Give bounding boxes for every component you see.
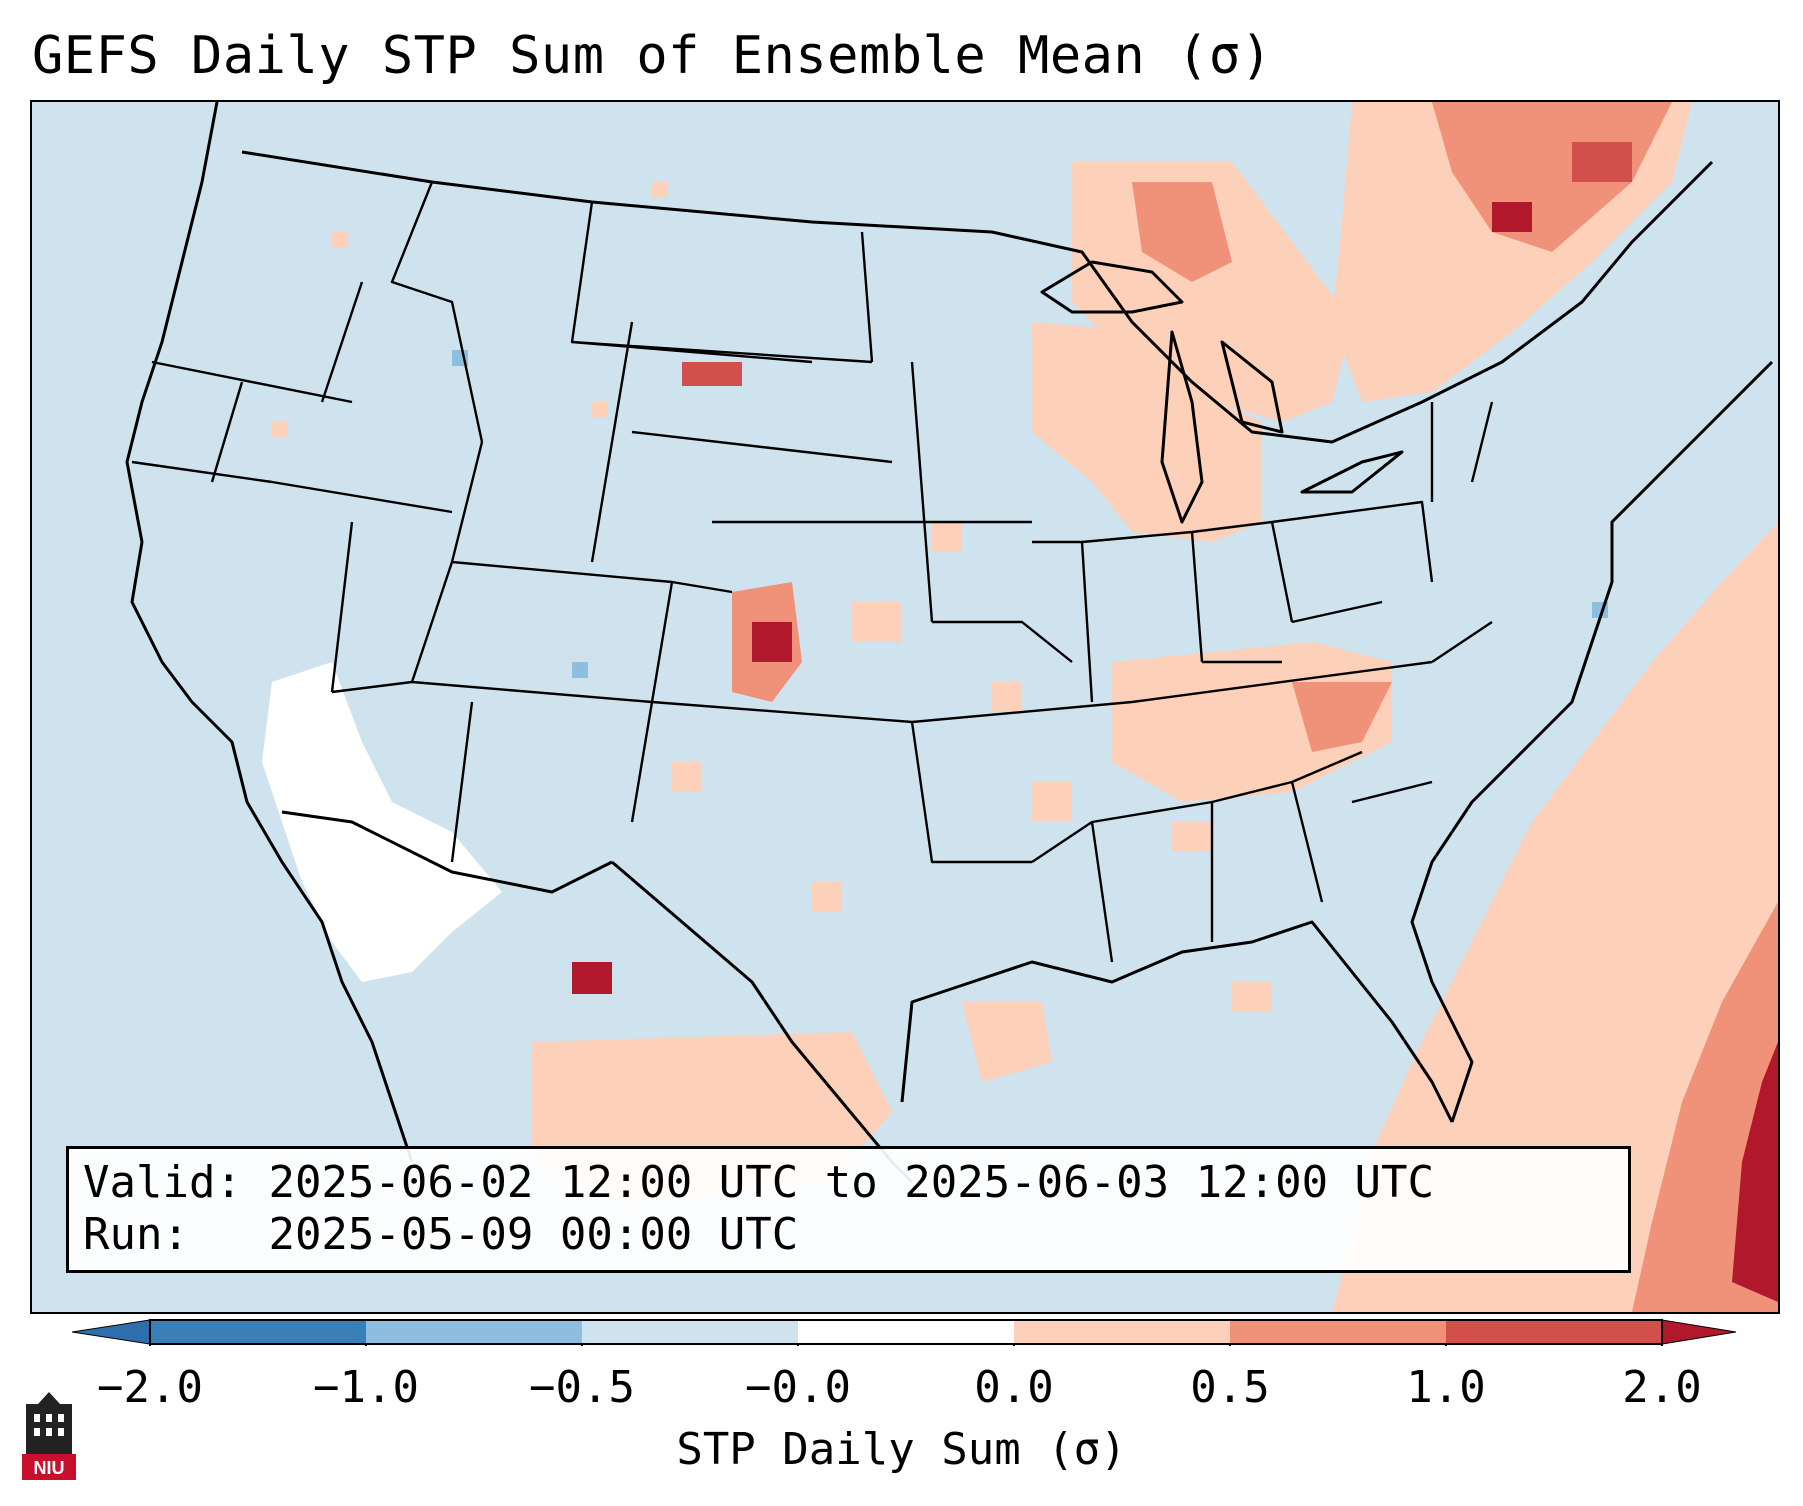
- lake-superior: [1040, 260, 1184, 314]
- logo-window: [58, 1428, 64, 1436]
- logo-banner: [22, 1454, 76, 1480]
- positive-cell: [672, 762, 702, 792]
- positive-cell: [652, 182, 668, 198]
- map-panel: [30, 100, 1780, 1314]
- colorbar-tick-label: −2.0: [97, 1362, 203, 1413]
- positive-region-midwest: [1032, 322, 1262, 542]
- logo-window: [46, 1414, 52, 1422]
- logo-window: [58, 1414, 64, 1422]
- lake-erie: [1300, 450, 1404, 494]
- positive-cell: [682, 362, 742, 386]
- colorbar-tick-label: 1.0: [1406, 1362, 1486, 1413]
- run-label: Run:: [83, 1209, 189, 1260]
- colorbar-tick-label: −0.5: [529, 1362, 635, 1413]
- colorbar-over-extension: [1661, 1319, 1736, 1345]
- colorbar-bin: [582, 1320, 798, 1344]
- positive-region-gulf: [962, 1002, 1052, 1082]
- logo-text: NIU: [34, 1458, 65, 1478]
- positive-region-atlantic-strong: [1732, 1042, 1778, 1302]
- map-svg: [125, 102, 1778, 1312]
- colorbar: [72, 1319, 1736, 1346]
- state-lines: [131, 181, 1494, 963]
- negative-cell: [572, 662, 588, 678]
- lake-michigan: [1160, 330, 1204, 524]
- colorbar-tick-label: −1.0: [313, 1362, 419, 1413]
- positive-cell: [272, 422, 288, 438]
- positive-cell: [1572, 142, 1632, 182]
- positive-cell: [572, 962, 612, 994]
- positive-cell: [1232, 982, 1272, 1012]
- colorbar-tick-label: −0.0: [745, 1362, 851, 1413]
- colorbar-label: STP Daily Sum (σ): [676, 1424, 1127, 1475]
- positive-cell: [752, 622, 792, 662]
- scattered-cells: [272, 182, 1272, 1012]
- positive-region-atlantic: [1332, 522, 1778, 1312]
- niu-logo: NIU: [22, 1392, 76, 1480]
- valid-line: Valid: 2025-06-02 12:00 UTC to 2025-06-0…: [83, 1157, 1628, 1209]
- valid-label: Valid:: [83, 1157, 242, 1208]
- data-field: [262, 102, 1778, 1312]
- positive-cell: [1492, 202, 1532, 232]
- colorbar-tick-label: 2.0: [1622, 1362, 1702, 1413]
- colorbar-tick-label: 0.5: [1190, 1362, 1270, 1413]
- zero-region-southwest: [262, 662, 502, 982]
- colorbar-bin: [1230, 1320, 1446, 1344]
- positive-cell: [932, 522, 962, 552]
- run-line: Run: 2025-05-09 00:00 UTC: [83, 1209, 1628, 1261]
- border-canada: [241, 150, 1714, 444]
- logo-windows: [34, 1414, 64, 1436]
- positive-cell: [1172, 822, 1212, 852]
- logo-window: [34, 1414, 40, 1422]
- logo-window: [34, 1428, 40, 1436]
- colorbar-under-extension: [72, 1319, 151, 1345]
- positive-cell: [992, 682, 1022, 712]
- positive-cell: [332, 232, 348, 248]
- coastline-west: [125, 102, 414, 1163]
- positive-cell: [592, 402, 608, 418]
- border-mexico: [281, 810, 613, 894]
- colorbar-frame: [149, 1319, 1663, 1345]
- chart-title: GEFS Daily STP Sum of Ensemble Mean (σ): [32, 26, 1273, 86]
- coastline-east: [1410, 360, 1774, 1123]
- colorbar-bin: [1446, 1320, 1662, 1344]
- colorbar-bin: [1014, 1320, 1230, 1344]
- positive-region-ontario: [1132, 182, 1232, 282]
- logo-tower-top: [38, 1392, 60, 1404]
- valid-run-info-box: Valid: 2025-06-02 12:00 UTC to 2025-06-0…: [66, 1146, 1631, 1273]
- logo-window: [46, 1428, 52, 1436]
- boundaries: [125, 102, 1774, 1184]
- valid-value: 2025-06-02 12:00 UTC to 2025-06-03 12:00…: [268, 1157, 1435, 1208]
- positive-cell: [812, 882, 842, 912]
- lake-huron: [1220, 340, 1284, 434]
- colorbar-tick-label: 0.0: [974, 1362, 1054, 1413]
- run-value: 2025-05-09 00:00 UTC: [268, 1209, 799, 1260]
- colorbar-bin: [150, 1320, 366, 1344]
- colorbar-bin: [798, 1320, 1014, 1344]
- colorbar-tick-marks: [149, 1344, 1663, 1346]
- positive-region-southeast-mid: [1292, 682, 1392, 752]
- positive-cell: [852, 602, 902, 642]
- colorbar-bin: [366, 1320, 582, 1344]
- positive-cell: [1032, 782, 1072, 822]
